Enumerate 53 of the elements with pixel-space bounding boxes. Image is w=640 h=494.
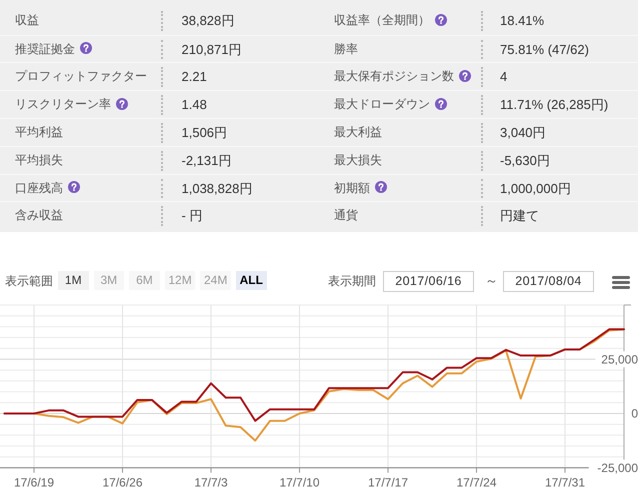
y-tick-label: 0 <box>631 406 638 421</box>
text: 円建て <box>500 208 539 224</box>
text: 3,040円 <box>500 125 546 140</box>
text: 210,871円 <box>182 42 242 57</box>
text: 1.48 <box>182 97 207 112</box>
x-tick-label: 17/7/31 <box>544 476 586 490</box>
y-tick-label: 25,000 <box>601 352 638 366</box>
range-button: 24M <box>200 271 231 290</box>
text: 最大損失 <box>334 152 382 167</box>
text: 11.71% (26,285円) <box>500 97 608 112</box>
y-tick-label: -25,000 <box>597 460 638 475</box>
range-button: 3M <box>94 271 124 290</box>
x-tick-label: 17/7/24 <box>456 476 497 490</box>
text: 1,038,828円 <box>182 180 252 196</box>
x-tick-label: 17/7/3 <box>194 476 228 490</box>
text: 収益率（全期間） <box>334 12 430 27</box>
text: 収益 <box>15 12 39 27</box>
text: 表示範囲 <box>5 273 53 290</box>
x-tick-label: 17/6/26 <box>102 476 143 490</box>
x-tick-label: 17/7/10 <box>279 476 320 490</box>
text: 2.21 <box>182 69 207 84</box>
text: 表示期間 <box>328 273 376 290</box>
range-button: 1M <box>58 271 88 290</box>
text: プロフィットファクター <box>15 69 147 84</box>
text: 1,506円 <box>182 125 228 140</box>
text: 75.81% (47/62) <box>500 42 589 57</box>
text: 推奨証拠金 <box>15 42 75 56</box>
text: 最大保有ポジション数 <box>334 69 454 84</box>
x-tick-label: 17/6/19 <box>14 476 54 490</box>
text: -5,630円 <box>500 152 550 168</box>
text: リスクリターン率 <box>15 97 111 112</box>
text: 38,828円 <box>182 12 234 28</box>
text: 口座残高 <box>15 180 63 195</box>
date-field: 2017/08/04 <box>503 271 594 292</box>
range-button: 12M <box>164 271 196 290</box>
text: 通貨 <box>334 208 358 222</box>
range-button: 6M <box>129 271 160 290</box>
text: 18.41% <box>500 12 544 28</box>
text: 最大ドローダウン <box>334 97 430 112</box>
text: 含み収益 <box>15 208 63 222</box>
text: 平均利益 <box>15 125 63 139</box>
range-button: ALL <box>236 271 266 290</box>
text: 4 <box>500 69 508 84</box>
text: 最大利益 <box>334 125 382 139</box>
text: 初期額 <box>334 180 370 195</box>
text: ～ <box>485 272 498 290</box>
text: 平均損失 <box>15 152 63 167</box>
text: -2,131円 <box>182 152 232 168</box>
text: 勝率 <box>334 42 358 56</box>
text: 1,000,000円 <box>500 180 571 196</box>
x-tick-label: 17/7/17 <box>368 476 408 490</box>
date-field: 2017/06/16 <box>383 271 474 292</box>
text: - 円 <box>182 208 202 224</box>
